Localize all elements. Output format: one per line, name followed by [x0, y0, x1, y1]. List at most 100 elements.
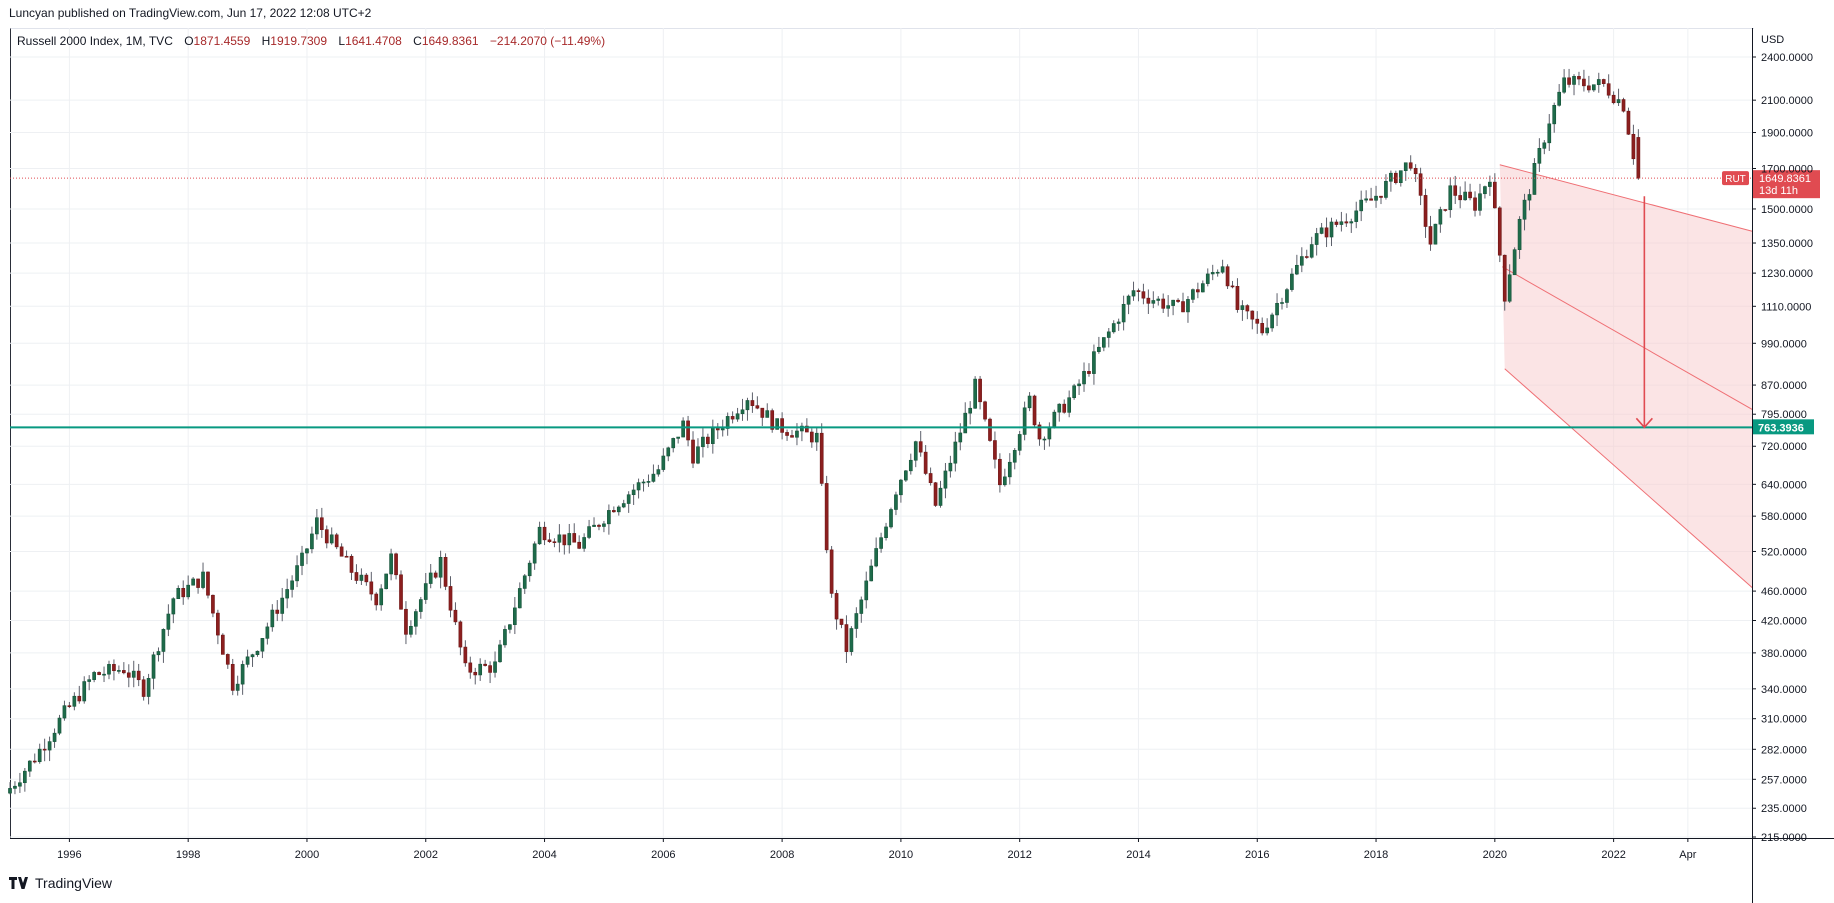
candle-up[interactable] — [1339, 211, 1344, 232]
candle-up[interactable] — [1562, 69, 1566, 94]
candle-up[interactable] — [503, 625, 507, 648]
candle-down[interactable] — [369, 571, 374, 601]
candle-up[interactable] — [800, 422, 804, 442]
candle-down[interactable] — [824, 475, 829, 554]
candle-down[interactable] — [760, 407, 765, 427]
candle-up[interactable] — [522, 574, 527, 594]
candle-down[interactable] — [364, 573, 369, 586]
candle-up[interactable] — [1512, 247, 1517, 276]
candle-up[interactable] — [513, 597, 517, 635]
candle-up[interactable] — [869, 559, 874, 582]
candle-up[interactable] — [305, 547, 309, 565]
candle-up[interactable] — [517, 582, 522, 609]
candle-down[interactable] — [755, 396, 760, 410]
candle-down[interactable] — [1587, 75, 1591, 93]
candle-down[interactable] — [686, 415, 690, 447]
candle-down[interactable] — [349, 554, 354, 580]
candle-up[interactable] — [908, 453, 913, 475]
candle-up[interactable] — [1354, 201, 1359, 229]
candle-up[interactable] — [18, 772, 22, 793]
candle-up[interactable] — [626, 491, 631, 513]
candle-up[interactable] — [290, 575, 294, 598]
candle-down[interactable] — [1626, 107, 1631, 135]
candle-up[interactable] — [1478, 183, 1482, 216]
candle-down[interactable] — [122, 662, 126, 675]
candle-up[interactable] — [107, 660, 111, 680]
candle-up[interactable] — [889, 507, 893, 529]
candle-up[interactable] — [1483, 185, 1487, 199]
candle-up[interactable] — [1092, 344, 1096, 385]
candle-up[interactable] — [295, 555, 299, 588]
candle-up[interactable] — [240, 660, 245, 695]
candle-up[interactable] — [631, 484, 636, 505]
candle-up[interactable] — [740, 398, 745, 421]
candle-down[interactable] — [196, 578, 200, 594]
candle-up[interactable] — [1280, 297, 1284, 310]
candle-up[interactable] — [92, 670, 96, 683]
candle-down[interactable] — [220, 633, 225, 655]
candle-down[interactable] — [1037, 421, 1042, 446]
candle-up[interactable] — [602, 520, 606, 533]
candle-up[interactable] — [1210, 264, 1215, 281]
candle-down[interactable] — [1161, 293, 1166, 314]
candle-up[interactable] — [1547, 114, 1552, 151]
tradingview-footer[interactable]: TradingView — [9, 875, 112, 891]
candle-up[interactable] — [1082, 362, 1086, 392]
candle-down[interactable] — [706, 433, 710, 449]
candle-up[interactable] — [651, 464, 656, 483]
candle-down[interactable] — [790, 429, 794, 438]
candle-up[interactable] — [438, 550, 443, 589]
candle-up[interactable] — [418, 596, 423, 619]
candle-up[interactable] — [270, 604, 275, 632]
candle-up[interactable] — [280, 587, 285, 622]
candle-down[interactable] — [488, 661, 492, 684]
candle-up[interactable] — [527, 560, 532, 582]
candle-down[interactable] — [1473, 191, 1477, 217]
channel-lower-line[interactable] — [1504, 368, 1753, 588]
candle-down[interactable] — [839, 618, 844, 629]
candle-down[interactable] — [611, 506, 616, 513]
candle-up[interactable] — [1389, 170, 1393, 192]
candle-up[interactable] — [1151, 291, 1156, 309]
candle-up[interactable] — [1111, 320, 1116, 334]
candle-down[interactable] — [448, 576, 453, 618]
candle-up[interactable] — [508, 624, 512, 634]
candle-down[interactable] — [1176, 298, 1180, 303]
candle-down[interactable] — [1324, 217, 1329, 248]
candle-up[interactable] — [1359, 190, 1364, 222]
candle-up[interactable] — [8, 782, 12, 795]
candle-down[interactable] — [206, 571, 210, 599]
candle-up[interactable] — [1295, 254, 1299, 276]
candle-down[interactable] — [354, 564, 359, 584]
candle-up[interactable] — [616, 505, 621, 516]
candle-down[interactable] — [1032, 394, 1037, 427]
candle-up[interactable] — [359, 568, 364, 586]
candle-up[interactable] — [864, 571, 869, 609]
candle-up[interactable] — [1329, 217, 1334, 247]
channel-median-line[interactable] — [1502, 266, 1753, 410]
candle-up[interactable] — [661, 448, 666, 472]
candle-down[interactable] — [453, 602, 458, 626]
candle-up[interactable] — [1027, 392, 1032, 412]
candle-up[interactable] — [414, 608, 418, 635]
candle-down[interactable] — [988, 417, 992, 442]
candle-up[interactable] — [235, 675, 240, 696]
candle-up[interactable] — [1017, 430, 1022, 456]
candle-down[interactable] — [597, 523, 601, 531]
candle-down[interactable] — [1245, 304, 1250, 320]
candle-down[interactable] — [1304, 249, 1309, 259]
candle-down[interactable] — [1250, 310, 1255, 330]
candle-down[interactable] — [468, 656, 473, 679]
candle-down[interactable] — [458, 620, 463, 656]
candle-up[interactable] — [171, 597, 176, 624]
candle-down[interactable] — [1428, 215, 1433, 251]
candle-down[interactable] — [1468, 183, 1472, 201]
candle-down[interactable] — [1260, 317, 1265, 336]
candle-up[interactable] — [1097, 336, 1101, 354]
candle-up[interactable] — [636, 478, 641, 499]
candle-up[interactable] — [1215, 269, 1220, 277]
candle-down[interactable] — [552, 538, 557, 548]
candle-down[interactable] — [230, 658, 235, 696]
candle-down[interactable] — [339, 543, 344, 557]
